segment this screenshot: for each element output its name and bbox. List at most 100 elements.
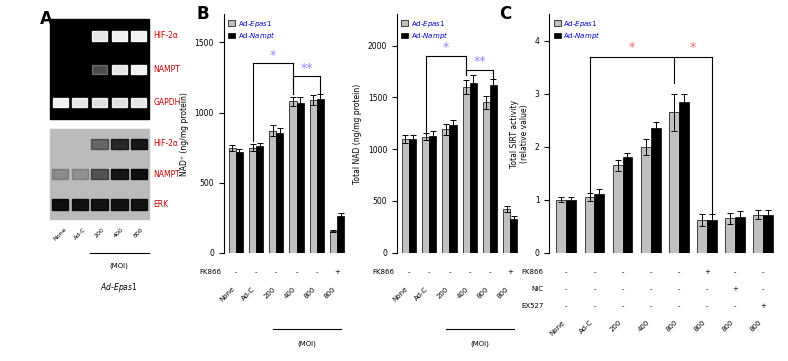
Text: HIF-2α: HIF-2α [154, 139, 178, 148]
Text: -: - [734, 269, 736, 275]
Text: -: - [428, 269, 430, 275]
Text: **: ** [474, 55, 486, 68]
Bar [707, 220, 717, 253]
Bar [112, 98, 127, 107]
Text: 800: 800 [665, 319, 678, 333]
Text: FK866: FK866 [373, 269, 395, 275]
Bar [651, 128, 660, 253]
Bar [91, 169, 108, 179]
Y-axis label: NAD⁺ (ng/mg protein): NAD⁺ (ng/mg protein) [180, 92, 189, 175]
Bar [91, 199, 108, 209]
Legend: Ad-$Epas1$, Ad-$Nampt$: Ad-$Epas1$, Ad-$Nampt$ [553, 18, 601, 42]
Bar [330, 231, 337, 253]
Text: FK866: FK866 [522, 269, 544, 275]
Text: -: - [489, 269, 491, 275]
Text: -: - [315, 269, 318, 275]
Text: C: C [499, 5, 511, 23]
Bar [669, 112, 678, 253]
Text: 800: 800 [693, 319, 707, 333]
Bar [112, 31, 127, 40]
Text: +: + [732, 286, 738, 292]
Text: FK866: FK866 [199, 269, 221, 275]
Text: *: * [269, 49, 276, 62]
Text: -: - [255, 269, 258, 275]
Text: (MOI): (MOI) [470, 341, 489, 347]
Text: 200: 200 [436, 286, 449, 300]
Bar [296, 104, 303, 253]
Bar [503, 209, 510, 253]
Text: -: - [678, 286, 680, 292]
Text: -: - [593, 303, 596, 309]
Legend: Ad-$Epas1$, Ad-$Nampt$: Ad-$Epas1$, Ad-$Nampt$ [227, 18, 276, 42]
Text: -: - [296, 269, 298, 275]
Text: Ad-C: Ad-C [72, 226, 87, 240]
Bar [92, 65, 107, 74]
Legend: Ad-$Epas1$, Ad-$Nampt$: Ad-$Epas1$, Ad-$Nampt$ [400, 18, 449, 42]
Text: 200: 200 [94, 226, 106, 238]
Text: -: - [706, 286, 708, 292]
Text: NAMPT: NAMPT [154, 170, 180, 179]
Bar [317, 99, 324, 253]
Text: None: None [53, 226, 68, 242]
Text: -: - [678, 303, 680, 309]
Bar [112, 65, 127, 74]
Text: -: - [468, 269, 471, 275]
Bar [641, 147, 651, 253]
Text: +: + [760, 303, 766, 309]
Bar [409, 139, 416, 253]
Text: (MOI): (MOI) [297, 341, 316, 347]
Text: Ad-C: Ad-C [240, 286, 256, 302]
Bar [429, 136, 437, 253]
Bar [442, 130, 449, 253]
Text: None: None [219, 286, 236, 303]
Bar [422, 137, 429, 253]
Bar [735, 217, 745, 253]
Bar [289, 101, 296, 253]
Text: -: - [565, 286, 567, 292]
Text: -: - [565, 303, 567, 309]
Bar [72, 199, 88, 209]
Text: -: - [407, 269, 411, 275]
Text: 800: 800 [303, 286, 317, 300]
Bar [556, 200, 567, 253]
Text: -: - [448, 269, 451, 275]
Bar [402, 139, 409, 253]
Bar [131, 199, 147, 209]
Bar [111, 199, 128, 209]
Bar [697, 220, 707, 253]
Bar [249, 148, 256, 253]
Bar [72, 169, 88, 179]
Text: 400: 400 [637, 319, 651, 333]
Text: -: - [649, 269, 652, 275]
Text: *: * [629, 41, 635, 54]
Bar [269, 131, 277, 253]
Text: 200: 200 [262, 286, 277, 300]
Text: -: - [621, 303, 624, 309]
Text: -: - [621, 269, 624, 275]
Bar [91, 139, 108, 149]
Text: -: - [734, 303, 736, 309]
Text: 800: 800 [749, 319, 764, 333]
Bar [483, 103, 490, 253]
Text: -: - [649, 303, 652, 309]
Bar [594, 195, 604, 253]
Text: -: - [275, 269, 277, 275]
Text: NAMPT: NAMPT [154, 65, 180, 74]
Bar [725, 218, 735, 253]
Bar [236, 152, 243, 253]
Bar [567, 200, 576, 253]
Text: **: ** [300, 62, 313, 75]
Bar [131, 169, 147, 179]
Text: Ad-$Epas1$: Ad-$Epas1$ [100, 281, 138, 294]
Bar [111, 139, 128, 149]
Text: -: - [762, 286, 764, 292]
Text: NIC: NIC [532, 286, 544, 292]
Bar [337, 216, 344, 253]
Bar [52, 199, 69, 209]
Bar [678, 102, 689, 253]
Text: -: - [593, 286, 596, 292]
Bar [449, 125, 456, 253]
Bar [753, 214, 764, 253]
Bar [132, 31, 147, 40]
Text: 800: 800 [721, 319, 735, 333]
